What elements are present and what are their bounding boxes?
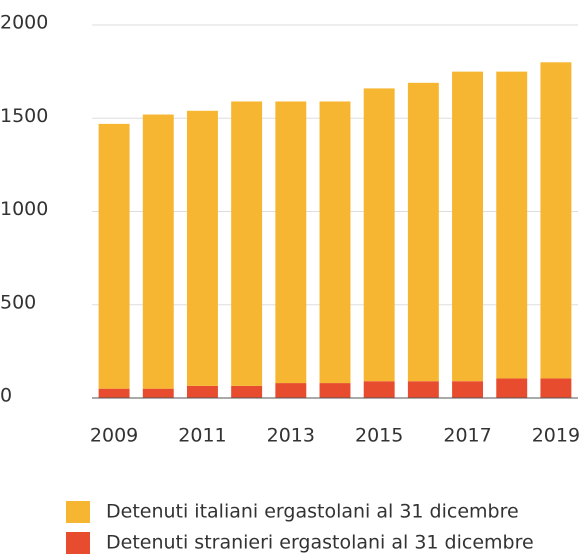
bar bbox=[452, 71, 484, 382]
bar bbox=[540, 378, 572, 398]
bar bbox=[142, 114, 174, 389]
bar bbox=[98, 123, 130, 389]
bar bbox=[452, 381, 484, 398]
y-tick-label: 2000 bbox=[0, 12, 48, 34]
bar bbox=[142, 388, 174, 398]
y-tick-label: 1000 bbox=[0, 198, 48, 220]
bar bbox=[186, 110, 218, 386]
legend-swatch bbox=[66, 501, 90, 523]
x-tick-label: 2019 bbox=[532, 425, 580, 447]
x-tick-label: 2013 bbox=[267, 425, 315, 447]
bar bbox=[275, 383, 307, 398]
bar bbox=[186, 385, 218, 398]
bar bbox=[231, 101, 263, 386]
legend-label: Detenuti italiani ergastolani al 31 dice… bbox=[106, 501, 519, 523]
bar bbox=[407, 381, 439, 398]
bar bbox=[319, 101, 351, 384]
y-tick-label: 1500 bbox=[0, 105, 48, 127]
x-tick-label: 2015 bbox=[355, 425, 403, 447]
legend-label: Detenuti stranieri ergastolani al 31 dic… bbox=[106, 532, 534, 554]
x-tick-label: 2017 bbox=[443, 425, 491, 447]
y-tick-label: 500 bbox=[0, 291, 36, 313]
bar bbox=[363, 381, 395, 398]
y-tick-label: 0 bbox=[0, 385, 12, 407]
bar bbox=[98, 388, 130, 398]
bar bbox=[407, 82, 439, 382]
bar bbox=[496, 378, 528, 398]
bar bbox=[231, 385, 263, 398]
legend-swatch bbox=[66, 532, 90, 554]
bar bbox=[496, 71, 528, 379]
bar bbox=[363, 88, 395, 382]
bar bbox=[319, 383, 351, 398]
x-tick-label: 2011 bbox=[178, 425, 226, 447]
bar bbox=[275, 101, 307, 384]
x-tick-label: 2009 bbox=[90, 425, 138, 447]
bar bbox=[540, 62, 572, 379]
